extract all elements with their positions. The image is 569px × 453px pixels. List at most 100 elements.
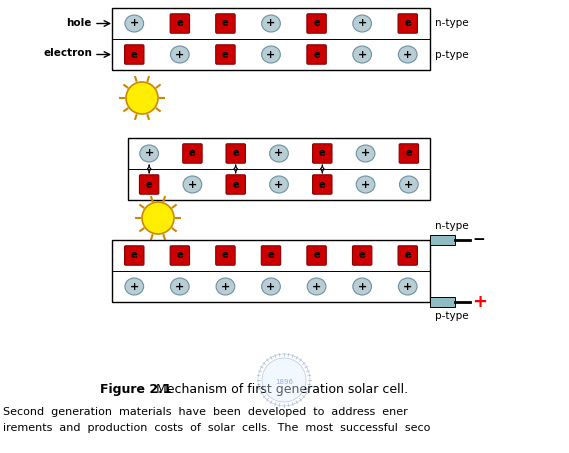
Ellipse shape (399, 176, 418, 193)
Text: p-type: p-type (435, 311, 469, 321)
Text: +: + (130, 19, 139, 29)
FancyBboxPatch shape (312, 144, 332, 163)
FancyBboxPatch shape (398, 246, 418, 265)
Ellipse shape (398, 46, 417, 63)
Circle shape (126, 82, 158, 114)
Bar (112, 8, 430, 70)
Text: +: + (403, 49, 413, 59)
Text: +: + (175, 281, 184, 291)
Text: e: e (314, 19, 320, 29)
FancyBboxPatch shape (216, 246, 235, 265)
Text: +: + (274, 149, 283, 159)
Text: +: + (145, 149, 154, 159)
Text: e: e (232, 179, 239, 189)
FancyBboxPatch shape (307, 45, 326, 64)
FancyBboxPatch shape (399, 144, 419, 163)
Ellipse shape (262, 46, 281, 63)
Ellipse shape (270, 176, 288, 193)
Text: +: + (188, 179, 197, 189)
Text: +: + (175, 49, 184, 59)
Bar (128, 138, 430, 200)
Text: e: e (359, 251, 365, 260)
Ellipse shape (353, 46, 372, 63)
Text: +: + (221, 281, 230, 291)
Ellipse shape (171, 278, 189, 295)
Text: Figure 2.1: Figure 2.1 (100, 384, 172, 396)
Ellipse shape (125, 15, 143, 32)
Text: +: + (274, 179, 283, 189)
Text: e: e (232, 149, 239, 159)
Text: e: e (131, 251, 138, 260)
FancyBboxPatch shape (125, 45, 144, 64)
FancyBboxPatch shape (312, 175, 332, 194)
Text: n-type: n-type (435, 19, 469, 29)
FancyBboxPatch shape (226, 175, 245, 194)
Text: +: + (357, 49, 367, 59)
Ellipse shape (262, 15, 281, 32)
Text: +: + (357, 19, 367, 29)
Bar (430, 235, 455, 245)
Text: e: e (222, 49, 229, 59)
Text: e: e (406, 149, 412, 159)
Text: e: e (176, 251, 183, 260)
Text: Mechanism of first generation solar cell.: Mechanism of first generation solar cell… (152, 384, 408, 396)
Text: e: e (314, 49, 320, 59)
Text: e: e (314, 251, 320, 260)
Text: +: + (266, 19, 275, 29)
Text: +: + (312, 281, 321, 291)
Bar (112, 240, 430, 302)
Text: +: + (266, 49, 275, 59)
Text: 1896: 1896 (275, 379, 293, 385)
Text: e: e (222, 19, 229, 29)
FancyBboxPatch shape (398, 14, 418, 33)
Text: e: e (189, 149, 196, 159)
Ellipse shape (353, 278, 372, 295)
Text: hole: hole (67, 18, 92, 28)
Text: e: e (222, 251, 229, 260)
Ellipse shape (270, 145, 288, 162)
FancyBboxPatch shape (261, 246, 281, 265)
Ellipse shape (183, 176, 202, 193)
Ellipse shape (125, 278, 143, 295)
Ellipse shape (356, 176, 375, 193)
Ellipse shape (262, 278, 281, 295)
Text: e: e (267, 251, 274, 260)
Ellipse shape (216, 278, 235, 295)
Text: p-type: p-type (435, 49, 469, 59)
FancyBboxPatch shape (125, 246, 144, 265)
Text: e: e (131, 49, 138, 59)
Text: +: + (361, 149, 370, 159)
FancyBboxPatch shape (216, 45, 235, 64)
FancyBboxPatch shape (183, 144, 202, 163)
Bar (430, 297, 455, 307)
Circle shape (262, 358, 306, 402)
Text: irements  and  production  costs  of  solar  cells.  The  most  successful  seco: irements and production costs of solar c… (3, 423, 430, 433)
Text: electron: electron (43, 48, 92, 58)
Text: +: + (472, 293, 487, 311)
Text: +: + (403, 281, 413, 291)
Text: Second  generation  materials  have  been  developed  to  address  ener: Second generation materials have been de… (3, 407, 408, 417)
FancyBboxPatch shape (307, 246, 326, 265)
Text: n-type: n-type (435, 221, 469, 231)
Ellipse shape (171, 46, 189, 63)
Text: e: e (176, 19, 183, 29)
Text: e: e (405, 19, 411, 29)
Ellipse shape (353, 15, 372, 32)
Text: e: e (146, 179, 152, 189)
Text: −: − (472, 232, 485, 247)
Circle shape (142, 202, 174, 234)
Text: +: + (357, 281, 367, 291)
Text: e: e (319, 179, 325, 189)
Ellipse shape (356, 145, 375, 162)
FancyBboxPatch shape (216, 14, 235, 33)
FancyBboxPatch shape (170, 246, 189, 265)
FancyBboxPatch shape (307, 14, 326, 33)
FancyBboxPatch shape (352, 246, 372, 265)
Ellipse shape (140, 145, 159, 162)
Text: e: e (405, 251, 411, 260)
Text: +: + (361, 179, 370, 189)
FancyBboxPatch shape (170, 14, 189, 33)
Ellipse shape (398, 278, 417, 295)
FancyBboxPatch shape (226, 144, 245, 163)
Text: +: + (130, 281, 139, 291)
